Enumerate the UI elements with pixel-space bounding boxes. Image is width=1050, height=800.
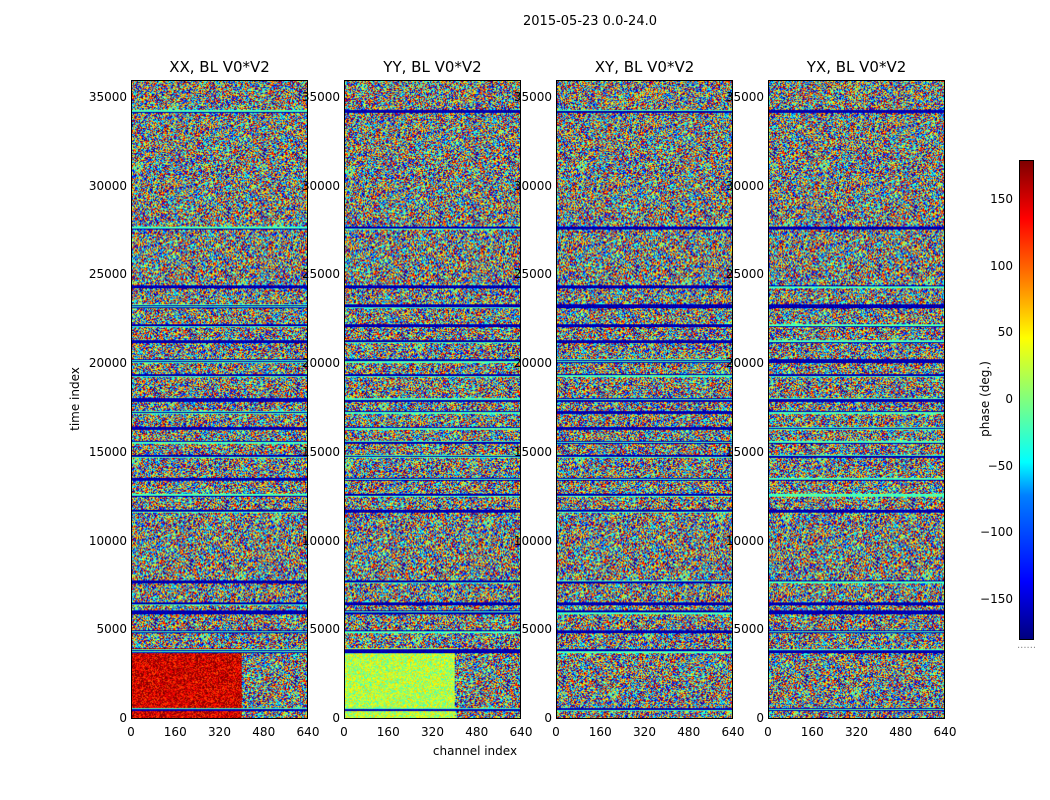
colorbar-extension-marker: ......	[1017, 640, 1037, 651]
y-tick-label: 5000	[96, 622, 127, 637]
x-tick-label: 160	[800, 725, 824, 739]
x-tick-label: 640	[933, 725, 957, 739]
x-tick-label: 320	[208, 725, 231, 739]
x-tick-label: 480	[677, 725, 701, 739]
x-tick-label: 160	[588, 725, 612, 739]
y-tick-label: 20000	[725, 356, 764, 370]
x-tick-label: 640	[721, 725, 745, 739]
y-axis-label: time index	[68, 367, 82, 431]
y-tick-label: 30000	[301, 178, 340, 193]
heatmap-xy	[556, 80, 733, 719]
y-tick-label: 15000	[513, 444, 552, 459]
y-tick-label: 30000	[88, 178, 127, 193]
colorbar	[1019, 160, 1034, 640]
heatmap-xx	[131, 80, 308, 719]
y-tick-label: 0	[332, 711, 340, 725]
colorbar-tick-label: −50	[987, 458, 1013, 473]
figure-title: 2015-05-23 0.0-24.0	[523, 14, 657, 29]
x-tick-label: 160	[376, 725, 400, 739]
y-tick-label: 25000	[513, 267, 552, 282]
colorbar-label: phase (deg.)	[978, 361, 992, 437]
y-tick-label: 10000	[301, 533, 340, 548]
y-tick-label: 15000	[301, 444, 340, 459]
colorbar-tick-label: 0	[1005, 392, 1013, 406]
y-tick-label: 20000	[513, 356, 552, 370]
y-tick-label: 5000	[309, 622, 340, 637]
x-tick-label: 640	[296, 725, 320, 739]
y-tick-label: 5000	[733, 622, 764, 637]
y-tick-label: 25000	[301, 267, 340, 282]
y-tick-label: 25000	[88, 267, 127, 282]
x-tick-label: 640	[509, 725, 533, 739]
y-tick-label: 35000	[88, 89, 127, 104]
panel-title-xx: XX, BL V0*V2	[169, 58, 270, 76]
x-tick-label: 0	[552, 725, 560, 739]
x-tick-label: 320	[421, 725, 444, 739]
x-tick-label: 0	[764, 725, 772, 739]
panel-title-yy: YY, BL V0*V2	[383, 58, 482, 76]
y-tick-label: 20000	[88, 356, 127, 370]
y-tick-label: 35000	[301, 89, 340, 104]
y-tick-label: 15000	[725, 444, 764, 459]
panel-title-yx: YX, BL V0*V2	[806, 58, 907, 76]
x-tick-label: 320	[633, 725, 656, 739]
y-tick-label: 15000	[88, 444, 127, 459]
y-tick-label: 0	[119, 711, 127, 725]
y-tick-label: 35000	[725, 89, 764, 104]
x-tick-label: 160	[163, 725, 187, 739]
y-tick-label: 0	[756, 711, 764, 725]
heatmap-yx	[768, 80, 945, 719]
y-tick-label: 25000	[725, 267, 764, 282]
y-tick-label: 5000	[521, 622, 552, 637]
y-tick-label: 10000	[725, 533, 764, 548]
y-tick-label: 20000	[301, 356, 340, 370]
x-tick-label: 480	[889, 725, 913, 739]
y-tick-label: 30000	[513, 178, 552, 193]
colorbar-tick-label: −100	[980, 525, 1013, 540]
x-tick-label: 0	[127, 725, 135, 739]
x-tick-label: 0	[340, 725, 348, 739]
y-tick-label: 10000	[88, 533, 127, 548]
y-tick-label: 10000	[513, 533, 552, 548]
heatmap-yy	[344, 80, 521, 719]
colorbar-tick-label: −150	[980, 592, 1013, 606]
colorbar-tick-label: 150	[990, 192, 1013, 206]
panel-title-xy: XY, BL V0*V2	[594, 58, 695, 76]
y-tick-label: 35000	[513, 89, 552, 104]
x-axis-label: channel index	[432, 744, 518, 758]
x-tick-label: 320	[845, 725, 868, 739]
x-tick-label: 480	[252, 725, 276, 739]
colorbar-tick-label: 100	[990, 258, 1013, 273]
y-tick-label: 0	[544, 711, 552, 725]
colorbar-tick-label: 50	[997, 325, 1013, 340]
y-tick-label: 30000	[725, 178, 764, 193]
x-tick-label: 480	[465, 725, 489, 739]
